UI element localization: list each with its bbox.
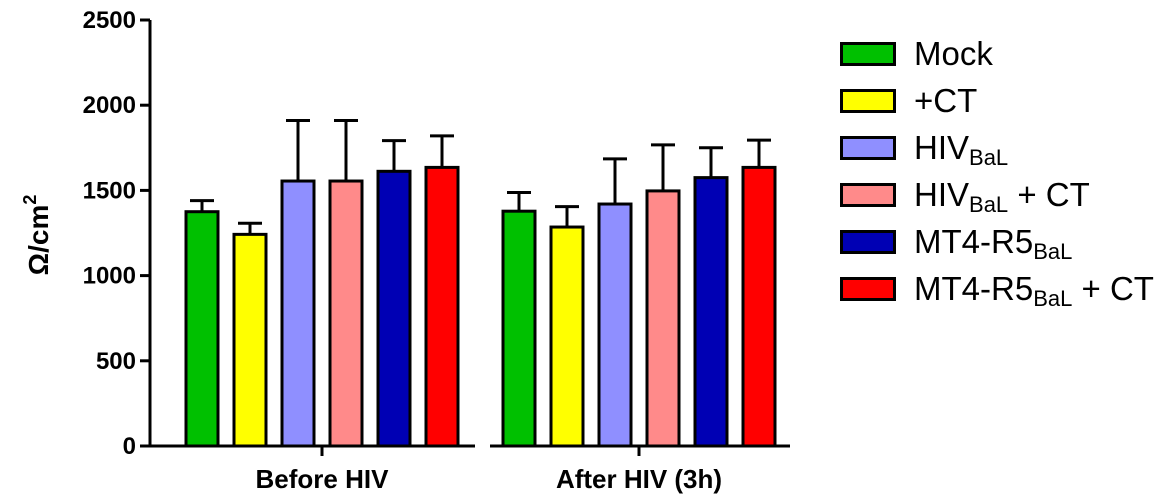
bar bbox=[376, 169, 412, 448]
bar bbox=[549, 225, 585, 448]
bar bbox=[501, 209, 537, 448]
legend-label: MT4-R5BaL + CT bbox=[914, 269, 1154, 311]
x-tick-label: Before HIV bbox=[256, 464, 390, 494]
y-tick-label: 1000 bbox=[83, 263, 136, 290]
y-axis-label-text: Ω/cm bbox=[23, 205, 54, 276]
y-tick-label: 2000 bbox=[83, 92, 136, 119]
bar bbox=[280, 179, 316, 448]
legend-item: Mock bbox=[840, 30, 1154, 77]
legend-swatch bbox=[840, 229, 896, 254]
legend-label: MT4-R5BaL bbox=[914, 222, 1073, 264]
legend-item: HIVBaL bbox=[840, 124, 1154, 171]
legend-label-suffix: + CT bbox=[1008, 175, 1090, 213]
legend-item: +CT bbox=[840, 77, 1154, 124]
legend-label-main: MT4-R5 bbox=[914, 269, 1034, 307]
legend: Mock +CT HIVBaL HIVBaL + CT MT4-R5BaL MT4-R5B… bbox=[840, 30, 1154, 312]
legend-label: HIVBaL bbox=[914, 128, 1009, 170]
legend-label: +CT bbox=[914, 82, 977, 120]
y-axis-label: Ω/cm2 bbox=[20, 195, 54, 276]
y-tick-label: 1500 bbox=[83, 177, 136, 204]
bar bbox=[645, 189, 681, 448]
legend-item: MT4-R5BaL bbox=[840, 218, 1154, 265]
x-tick-label: After HIV (3h) bbox=[556, 464, 722, 494]
legend-label-main: Mock bbox=[914, 34, 993, 72]
legend-label-subscript: BaL bbox=[1033, 238, 1073, 264]
legend-label: Mock bbox=[914, 35, 993, 73]
legend-label-subscript: BaL bbox=[969, 191, 1009, 217]
bar bbox=[184, 210, 220, 448]
legend-swatch bbox=[840, 276, 896, 301]
legend-swatch bbox=[840, 135, 896, 160]
legend-label-suffix: + CT bbox=[1072, 269, 1154, 307]
y-axis-label-superscript: 2 bbox=[20, 195, 40, 205]
bar bbox=[232, 232, 268, 448]
legend-label-main: MT4-R5 bbox=[914, 222, 1034, 260]
legend-swatch bbox=[840, 88, 896, 113]
legend-label-main: HIV bbox=[914, 128, 970, 166]
y-tick-label: 500 bbox=[96, 348, 136, 375]
bar bbox=[424, 165, 460, 448]
legend-label-subscript: BaL bbox=[1033, 285, 1073, 311]
y-tick-label: 0 bbox=[123, 433, 136, 460]
legend-item: MT4-R5BaL + CT bbox=[840, 265, 1154, 312]
y-tick-label: 2500 bbox=[83, 7, 136, 34]
legend-label-main: HIV bbox=[914, 175, 970, 213]
bar bbox=[597, 202, 633, 448]
x-axis: Before HIV After HIV (3h) bbox=[150, 444, 790, 494]
bar bbox=[693, 176, 729, 448]
legend-item: HIVBaL + CT bbox=[840, 171, 1154, 218]
bars-group bbox=[184, 119, 777, 448]
y-axis: 0 500 1000 1500 2000 2500 bbox=[83, 7, 152, 460]
legend-swatch bbox=[840, 41, 896, 66]
bar bbox=[741, 165, 777, 448]
legend-label-main: +CT bbox=[914, 81, 978, 119]
legend-label-subscript: BaL bbox=[969, 144, 1009, 170]
legend-swatch bbox=[840, 182, 896, 207]
bar bbox=[328, 179, 364, 448]
legend-label: HIVBaL + CT bbox=[914, 175, 1090, 217]
